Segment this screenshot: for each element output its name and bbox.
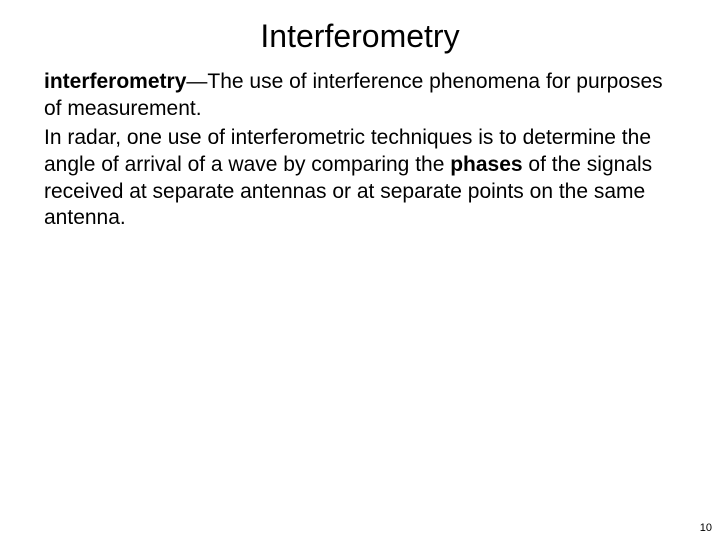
- slide-title: Interferometry: [40, 18, 680, 55]
- slide-body: interferometry—The use of interference p…: [40, 69, 680, 232]
- paragraph-definition: interferometry—The use of interference p…: [44, 69, 676, 123]
- slide: Interferometry interferometry—The use of…: [0, 0, 720, 540]
- term-bold: interferometry: [44, 70, 186, 93]
- phases-bold: phases: [450, 153, 522, 176]
- page-number: 10: [700, 522, 712, 534]
- paragraph-radar: In radar, one use of interferometric tec…: [44, 125, 676, 233]
